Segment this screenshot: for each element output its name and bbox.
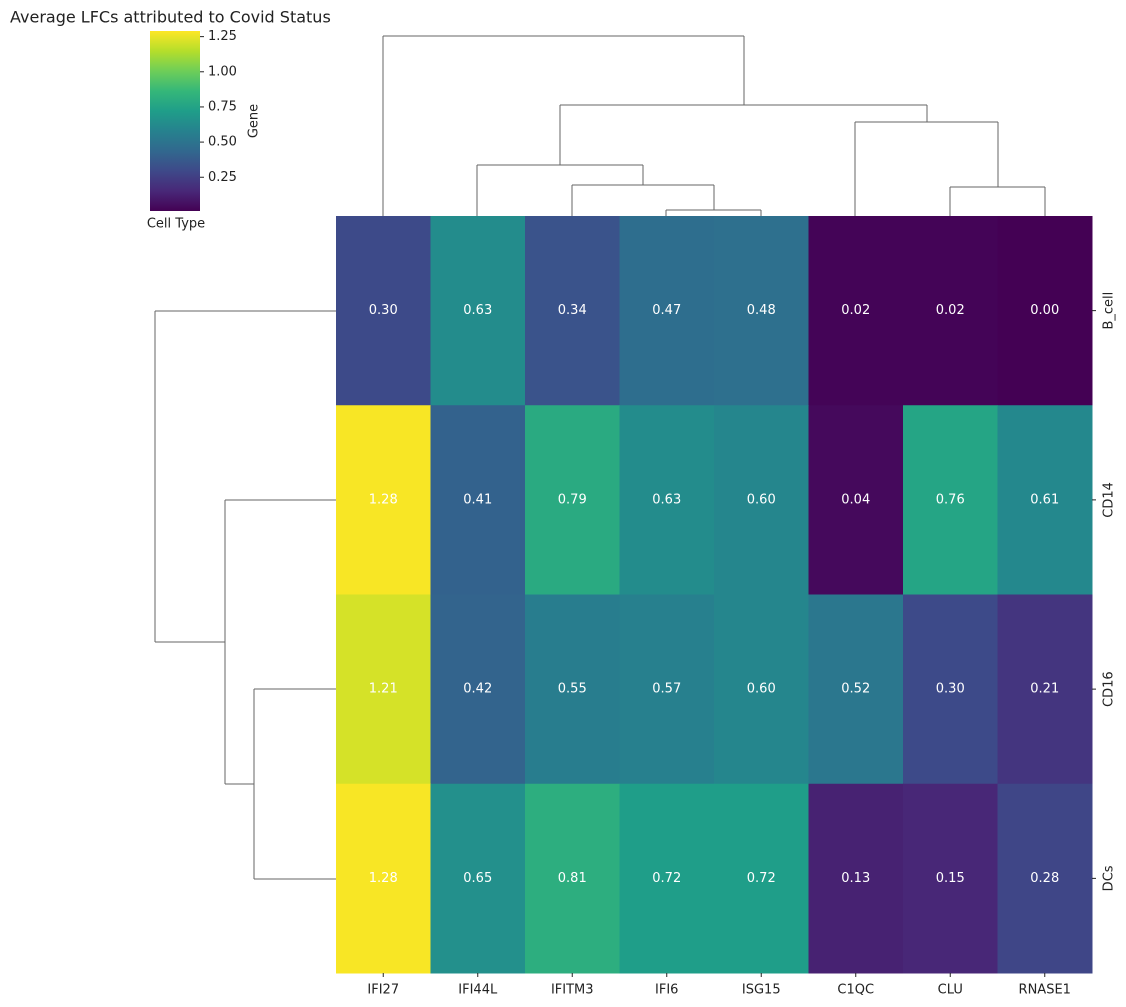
cell-label: 0.02	[841, 303, 870, 318]
cell-label: 0.63	[652, 492, 681, 507]
heatmap-cell	[714, 405, 809, 595]
heatmap-cell	[997, 594, 1093, 785]
cell-label: 0.04	[841, 492, 870, 507]
colorbar-tick-label: 1.25	[208, 29, 237, 44]
y-tick-label: CD14	[1102, 482, 1117, 518]
heatmap-cell	[619, 783, 715, 974]
heatmap-cell	[525, 594, 620, 785]
heatmap-cell	[619, 405, 715, 595]
cell-label: 0.60	[747, 682, 776, 697]
cell-label: 0.34	[558, 303, 587, 318]
cell-label: 0.15	[936, 871, 965, 886]
heatmap-cell	[714, 783, 809, 974]
x-tick-label: IFI6	[655, 983, 678, 998]
cell-label: 0.61	[1030, 492, 1059, 507]
heatmap-cell	[336, 594, 431, 785]
cell-label: 0.79	[558, 492, 587, 507]
y-tick-label: DCs	[1102, 865, 1117, 891]
cell-label: 0.42	[463, 682, 492, 697]
x-tick-label: CLU	[938, 983, 963, 998]
colorbar-tick-label: 1.00	[208, 64, 237, 79]
heatmap-cell	[997, 216, 1093, 406]
heatmap-cell	[336, 216, 431, 406]
chart-title: Average LFCs attributed to Covid Status	[10, 8, 331, 27]
cell-label: 0.52	[841, 682, 870, 697]
x-tick-label: RNASE1	[1019, 983, 1071, 998]
heatmap-cell	[619, 216, 715, 406]
cell-label: 1.28	[369, 871, 398, 886]
heatmap-cell	[619, 594, 715, 785]
row-dendrogram	[154, 310, 336, 880]
colorbar-xlabel: Cell Type	[147, 217, 205, 232]
heatmap-cell	[336, 405, 431, 595]
cell-label: 0.41	[463, 492, 492, 507]
cell-label: 0.76	[936, 492, 965, 507]
cell-label: 0.81	[558, 871, 587, 886]
heatmap-cell	[336, 783, 431, 974]
cell-label: 0.13	[841, 871, 870, 886]
heatmap-cell	[903, 216, 998, 406]
colorbar-label: Gene	[247, 104, 262, 138]
heatmap-cell	[430, 783, 526, 974]
heatmap-cell	[525, 216, 620, 406]
heatmap-cell	[430, 216, 526, 406]
cell-label: 1.21	[369, 682, 398, 697]
cell-label: 0.00	[1030, 303, 1059, 318]
cell-label: 0.30	[936, 682, 965, 697]
column-dendrogram	[382, 35, 1046, 216]
cell-label: 0.28	[1030, 871, 1059, 886]
cell-label: 0.57	[652, 682, 681, 697]
heatmap-cell	[808, 216, 904, 406]
x-tick-label: ISG15	[742, 983, 781, 998]
colorbar-tick-label: 0.50	[208, 135, 237, 150]
cell-label: 0.65	[463, 871, 492, 886]
cell-label: 0.63	[463, 303, 492, 318]
cell-label: 0.30	[369, 303, 398, 318]
x-tick-label: IFITM3	[551, 983, 594, 998]
y-tick-label: B_cell	[1102, 292, 1117, 330]
heatmap-cell	[525, 405, 620, 595]
heatmap-cell	[808, 594, 904, 785]
heatmap-cell	[808, 783, 904, 974]
cell-label: 1.28	[369, 492, 398, 507]
cell-label: 0.72	[747, 871, 776, 886]
heatmap-cell	[903, 594, 998, 785]
y-tick-label: CD16	[1102, 671, 1117, 707]
colorbar-tick-label: 0.25	[208, 170, 237, 185]
cell-label: 0.72	[652, 871, 681, 886]
heatmap-cell	[903, 783, 998, 974]
heatmap-cell	[714, 216, 809, 406]
heatmap-cell	[430, 594, 526, 785]
colorbar-tick-label: 0.75	[208, 99, 237, 114]
cell-label: 0.48	[747, 303, 776, 318]
heatmap-cell	[714, 594, 809, 785]
cell-label: 0.47	[652, 303, 681, 318]
heatmap-cell	[430, 405, 526, 595]
cell-label: 0.55	[558, 682, 587, 697]
x-tick-label: C1QC	[837, 983, 874, 998]
x-tick-label: IFI27	[367, 983, 399, 998]
heatmap-cell	[525, 783, 620, 974]
cell-label: 0.02	[936, 303, 965, 318]
heatmap-cell	[903, 405, 998, 595]
heatmap-cell	[997, 405, 1093, 595]
cell-label: 0.60	[747, 492, 776, 507]
colorbar	[150, 31, 200, 211]
heatmap-cell	[808, 405, 904, 595]
heatmap-cell	[997, 783, 1093, 974]
x-tick-label: IFI44L	[458, 983, 498, 998]
cell-label: 0.21	[1030, 682, 1059, 697]
